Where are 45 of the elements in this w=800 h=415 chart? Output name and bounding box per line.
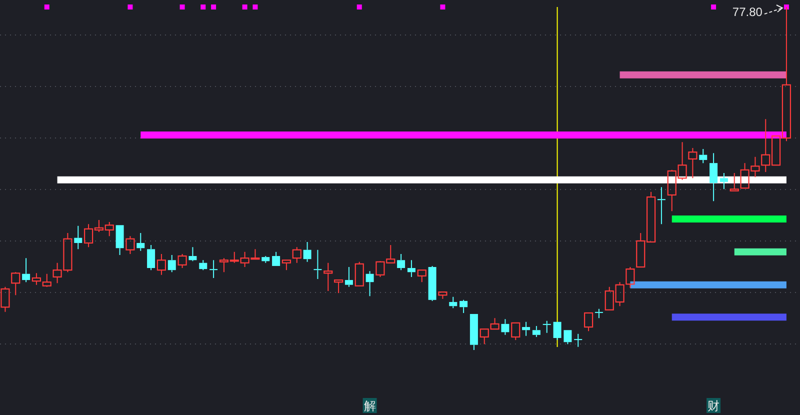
candlestick <box>470 314 478 350</box>
candlestick <box>438 291 448 300</box>
candlestick <box>344 266 353 288</box>
candlestick <box>366 270 374 297</box>
candlestick <box>272 251 280 266</box>
candlestick <box>699 148 708 164</box>
candlestick <box>32 272 42 286</box>
candlestick <box>11 272 20 296</box>
candlestick <box>282 260 292 271</box>
candlestick <box>324 262 333 292</box>
candlestick <box>156 253 166 276</box>
candlestick <box>657 186 666 225</box>
candlestick <box>501 318 510 336</box>
candlestick <box>532 325 540 338</box>
candlestick <box>553 322 562 341</box>
candlestick <box>188 246 197 262</box>
candlestick <box>564 330 572 345</box>
candlestick <box>449 296 458 309</box>
candlestick <box>574 333 582 348</box>
candlestick <box>168 254 176 273</box>
candlestick <box>542 320 551 334</box>
candlestick <box>730 172 739 192</box>
candlestick <box>262 256 270 264</box>
candlestick <box>74 225 82 250</box>
candlestick <box>460 299 468 314</box>
candlestick <box>397 253 406 271</box>
candlestick <box>594 308 603 319</box>
annotation: 77.80 <box>732 5 763 19</box>
candlestick <box>710 152 718 202</box>
candlestick <box>210 260 218 278</box>
candlestick <box>522 321 530 336</box>
candlestick <box>334 279 344 294</box>
candlestick <box>303 241 312 262</box>
candlestick <box>314 249 322 280</box>
candlestick <box>136 232 145 252</box>
candlestick <box>42 273 52 288</box>
candlestick <box>407 260 416 278</box>
candlestick <box>292 246 302 264</box>
candlestick <box>199 260 208 271</box>
candlestick <box>720 172 728 190</box>
candlestick <box>147 244 156 271</box>
candlestick <box>22 258 30 283</box>
candlestick <box>116 225 124 256</box>
candlestick <box>688 147 698 179</box>
candlestick <box>428 265 436 302</box>
